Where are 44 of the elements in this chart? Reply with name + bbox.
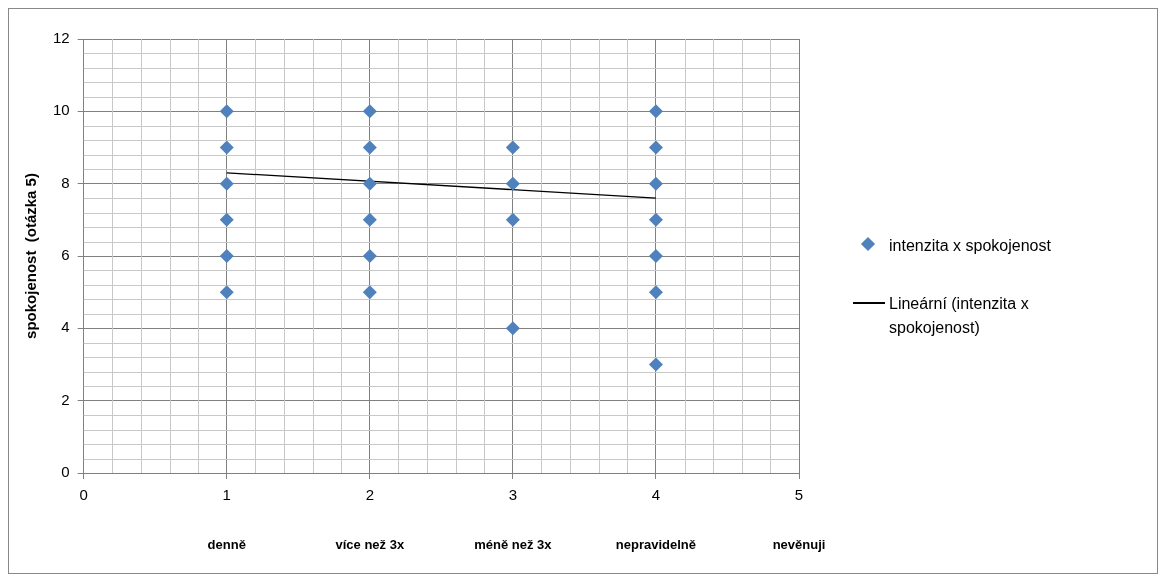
y-tick-label: 2 <box>61 390 70 408</box>
x-tick-label: 4 <box>651 486 661 504</box>
point <box>362 176 377 191</box>
x-tick-label: 3 <box>508 486 518 504</box>
point <box>219 140 234 155</box>
point <box>648 140 663 155</box>
point <box>648 176 663 191</box>
point <box>505 176 520 191</box>
legend-label: Lineární (intenzita x spokojenost) <box>889 294 1030 338</box>
point <box>648 104 663 119</box>
point <box>648 249 663 263</box>
y-tick-label: 8 <box>61 173 70 191</box>
text: méně než 3x <box>474 536 553 552</box>
point <box>219 285 234 300</box>
y-tick-label: 4 <box>61 318 70 336</box>
y-tick-label: 0 <box>61 463 70 481</box>
point <box>505 321 520 336</box>
text: denně <box>207 536 246 552</box>
x-tick-label: 5 <box>794 486 804 504</box>
point <box>362 212 377 227</box>
x-tick-label: 2 <box>365 486 374 504</box>
point <box>648 285 663 300</box>
point <box>362 104 377 119</box>
x-tick-label: 1 <box>222 486 231 504</box>
point <box>219 212 234 227</box>
point <box>219 249 234 263</box>
text: nevěnuji <box>772 536 826 552</box>
text: nepravidelně <box>615 536 697 552</box>
text: více než 3x <box>335 536 405 552</box>
point <box>362 140 377 155</box>
point <box>362 285 377 300</box>
point <box>505 140 520 155</box>
point <box>648 212 663 227</box>
point <box>219 104 234 119</box>
y-axis-title: spokojenost (otázka 5) <box>22 173 40 339</box>
point <box>505 212 520 227</box>
y-tick-label: 12 <box>53 29 70 47</box>
point <box>362 249 377 263</box>
point <box>219 176 234 191</box>
legend-label: intenzita x spokojenost <box>889 236 1052 256</box>
y-tick-label: 10 <box>53 101 70 119</box>
point <box>648 357 663 372</box>
x-tick-label: 0 <box>79 486 88 504</box>
y-tick-label: 6 <box>61 246 70 264</box>
